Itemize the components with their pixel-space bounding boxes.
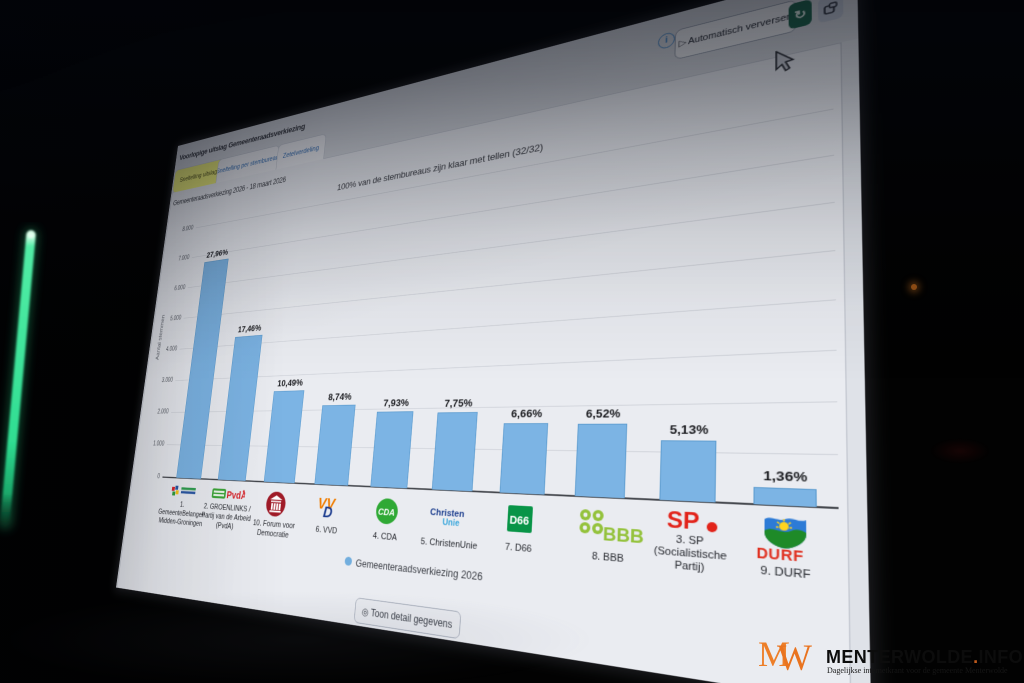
svg-text:BBB: BBB	[603, 524, 645, 547]
svg-text:M: M	[758, 634, 790, 674]
svg-text:Dagelijkse internetkrant voor: Dagelijkse internetkrant voor de gemeent…	[827, 666, 1008, 675]
svg-text:D: D	[322, 504, 333, 521]
svg-text:CDA: CDA	[378, 508, 396, 519]
svg-text:PvdA: PvdA	[226, 491, 246, 502]
svg-text:SP: SP	[667, 509, 701, 536]
svg-text:D66: D66	[509, 516, 530, 529]
svg-text:W: W	[777, 638, 812, 679]
svg-text:Unie: Unie	[442, 518, 460, 530]
svg-text:MENTERWOLDE.INFO: MENTERWOLDE.INFO	[826, 647, 1023, 667]
